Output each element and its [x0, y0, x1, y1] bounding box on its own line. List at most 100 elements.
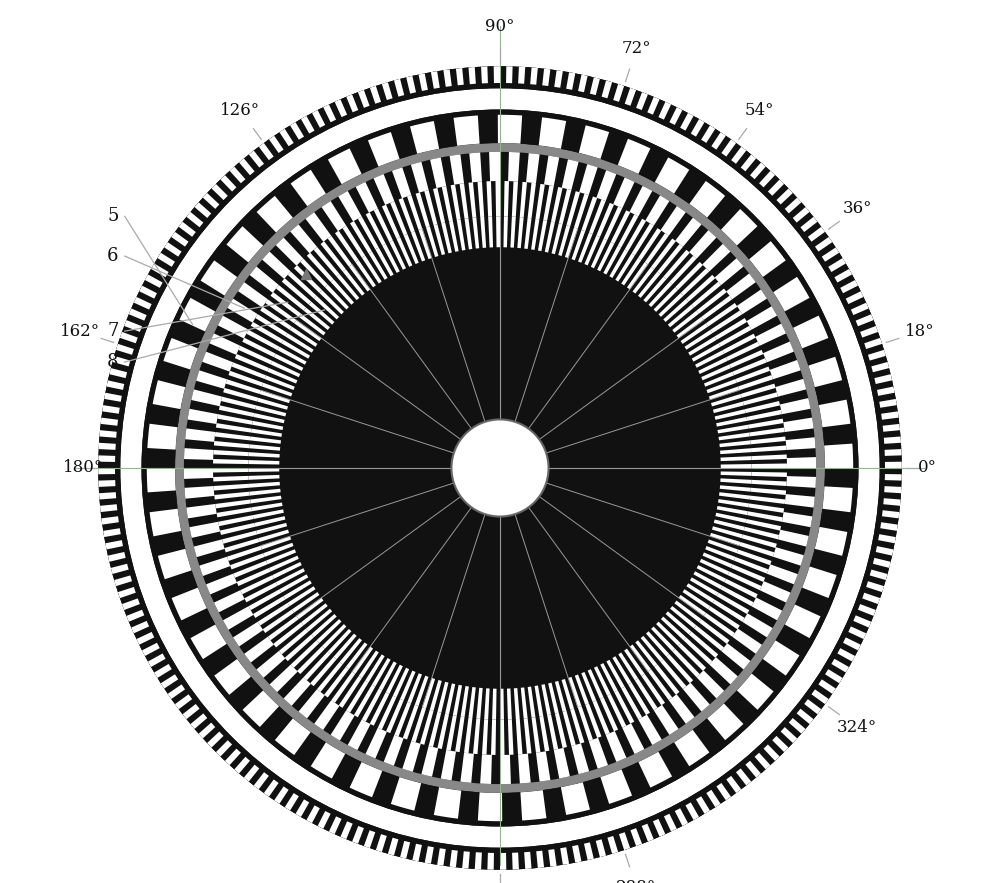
Wedge shape	[613, 84, 624, 102]
Wedge shape	[593, 700, 610, 735]
Wedge shape	[274, 787, 289, 804]
Wedge shape	[437, 682, 448, 713]
Wedge shape	[512, 853, 519, 870]
Wedge shape	[411, 231, 425, 261]
Wedge shape	[631, 223, 654, 255]
Wedge shape	[362, 689, 382, 721]
Wedge shape	[737, 290, 767, 314]
Wedge shape	[285, 333, 314, 352]
Wedge shape	[285, 793, 299, 811]
Wedge shape	[575, 675, 589, 705]
Wedge shape	[866, 581, 884, 592]
Wedge shape	[495, 181, 500, 216]
Wedge shape	[288, 586, 315, 606]
Wedge shape	[510, 216, 516, 247]
Wedge shape	[609, 249, 628, 278]
Wedge shape	[207, 731, 224, 748]
Wedge shape	[362, 255, 382, 283]
Wedge shape	[621, 258, 641, 285]
Wedge shape	[691, 119, 705, 137]
Wedge shape	[773, 277, 810, 312]
Wedge shape	[719, 326, 751, 347]
Wedge shape	[244, 765, 259, 781]
Wedge shape	[301, 116, 315, 133]
Wedge shape	[318, 811, 331, 829]
Wedge shape	[185, 486, 214, 499]
Wedge shape	[203, 193, 219, 209]
Wedge shape	[223, 388, 258, 402]
Wedge shape	[219, 405, 254, 417]
Wedge shape	[874, 374, 892, 384]
Wedge shape	[429, 712, 441, 747]
Wedge shape	[412, 843, 422, 862]
Wedge shape	[145, 275, 163, 288]
Wedge shape	[612, 656, 631, 684]
Wedge shape	[558, 225, 570, 256]
Wedge shape	[98, 66, 902, 870]
Wedge shape	[716, 417, 747, 426]
Wedge shape	[641, 674, 665, 706]
Wedge shape	[304, 307, 330, 330]
Wedge shape	[206, 574, 237, 594]
Wedge shape	[213, 468, 248, 472]
Wedge shape	[199, 556, 230, 576]
Wedge shape	[431, 72, 440, 88]
Wedge shape	[217, 508, 252, 517]
Wedge shape	[142, 109, 858, 826]
Wedge shape	[793, 315, 828, 349]
Wedge shape	[104, 393, 122, 402]
Wedge shape	[858, 604, 876, 615]
Wedge shape	[296, 598, 323, 619]
Wedge shape	[131, 621, 149, 633]
Wedge shape	[339, 676, 362, 708]
Wedge shape	[624, 649, 645, 676]
Wedge shape	[469, 153, 482, 183]
Wedge shape	[449, 221, 459, 252]
Wedge shape	[726, 342, 760, 361]
Wedge shape	[233, 561, 268, 577]
Wedge shape	[530, 67, 538, 85]
Wedge shape	[692, 343, 721, 362]
Wedge shape	[675, 262, 703, 290]
Wedge shape	[661, 616, 686, 640]
Wedge shape	[147, 468, 176, 493]
Text: 7: 7	[107, 322, 118, 340]
Wedge shape	[734, 557, 768, 574]
Wedge shape	[279, 574, 308, 592]
Wedge shape	[712, 600, 745, 622]
Wedge shape	[276, 238, 304, 266]
Wedge shape	[524, 218, 532, 249]
Wedge shape	[742, 534, 777, 548]
Circle shape	[451, 419, 549, 517]
Wedge shape	[240, 575, 274, 594]
Wedge shape	[186, 212, 203, 227]
Wedge shape	[681, 323, 708, 343]
Wedge shape	[382, 82, 393, 100]
Wedge shape	[742, 614, 773, 638]
Wedge shape	[528, 687, 535, 718]
Wedge shape	[434, 224, 445, 255]
Wedge shape	[209, 334, 240, 355]
Wedge shape	[227, 546, 262, 561]
Wedge shape	[126, 610, 144, 622]
Wedge shape	[142, 643, 160, 656]
Wedge shape	[237, 568, 271, 586]
Wedge shape	[653, 819, 665, 837]
Wedge shape	[679, 595, 706, 616]
Wedge shape	[721, 643, 750, 669]
Wedge shape	[675, 217, 701, 247]
Wedge shape	[248, 216, 752, 720]
Wedge shape	[660, 660, 686, 689]
Wedge shape	[579, 125, 609, 159]
Wedge shape	[269, 555, 299, 571]
Wedge shape	[561, 782, 590, 815]
Wedge shape	[600, 769, 632, 804]
Wedge shape	[393, 668, 409, 698]
Wedge shape	[484, 689, 490, 720]
Wedge shape	[657, 244, 683, 274]
Wedge shape	[547, 714, 558, 750]
Wedge shape	[98, 66, 902, 870]
Wedge shape	[191, 389, 222, 406]
Wedge shape	[871, 362, 889, 373]
Wedge shape	[228, 371, 263, 387]
